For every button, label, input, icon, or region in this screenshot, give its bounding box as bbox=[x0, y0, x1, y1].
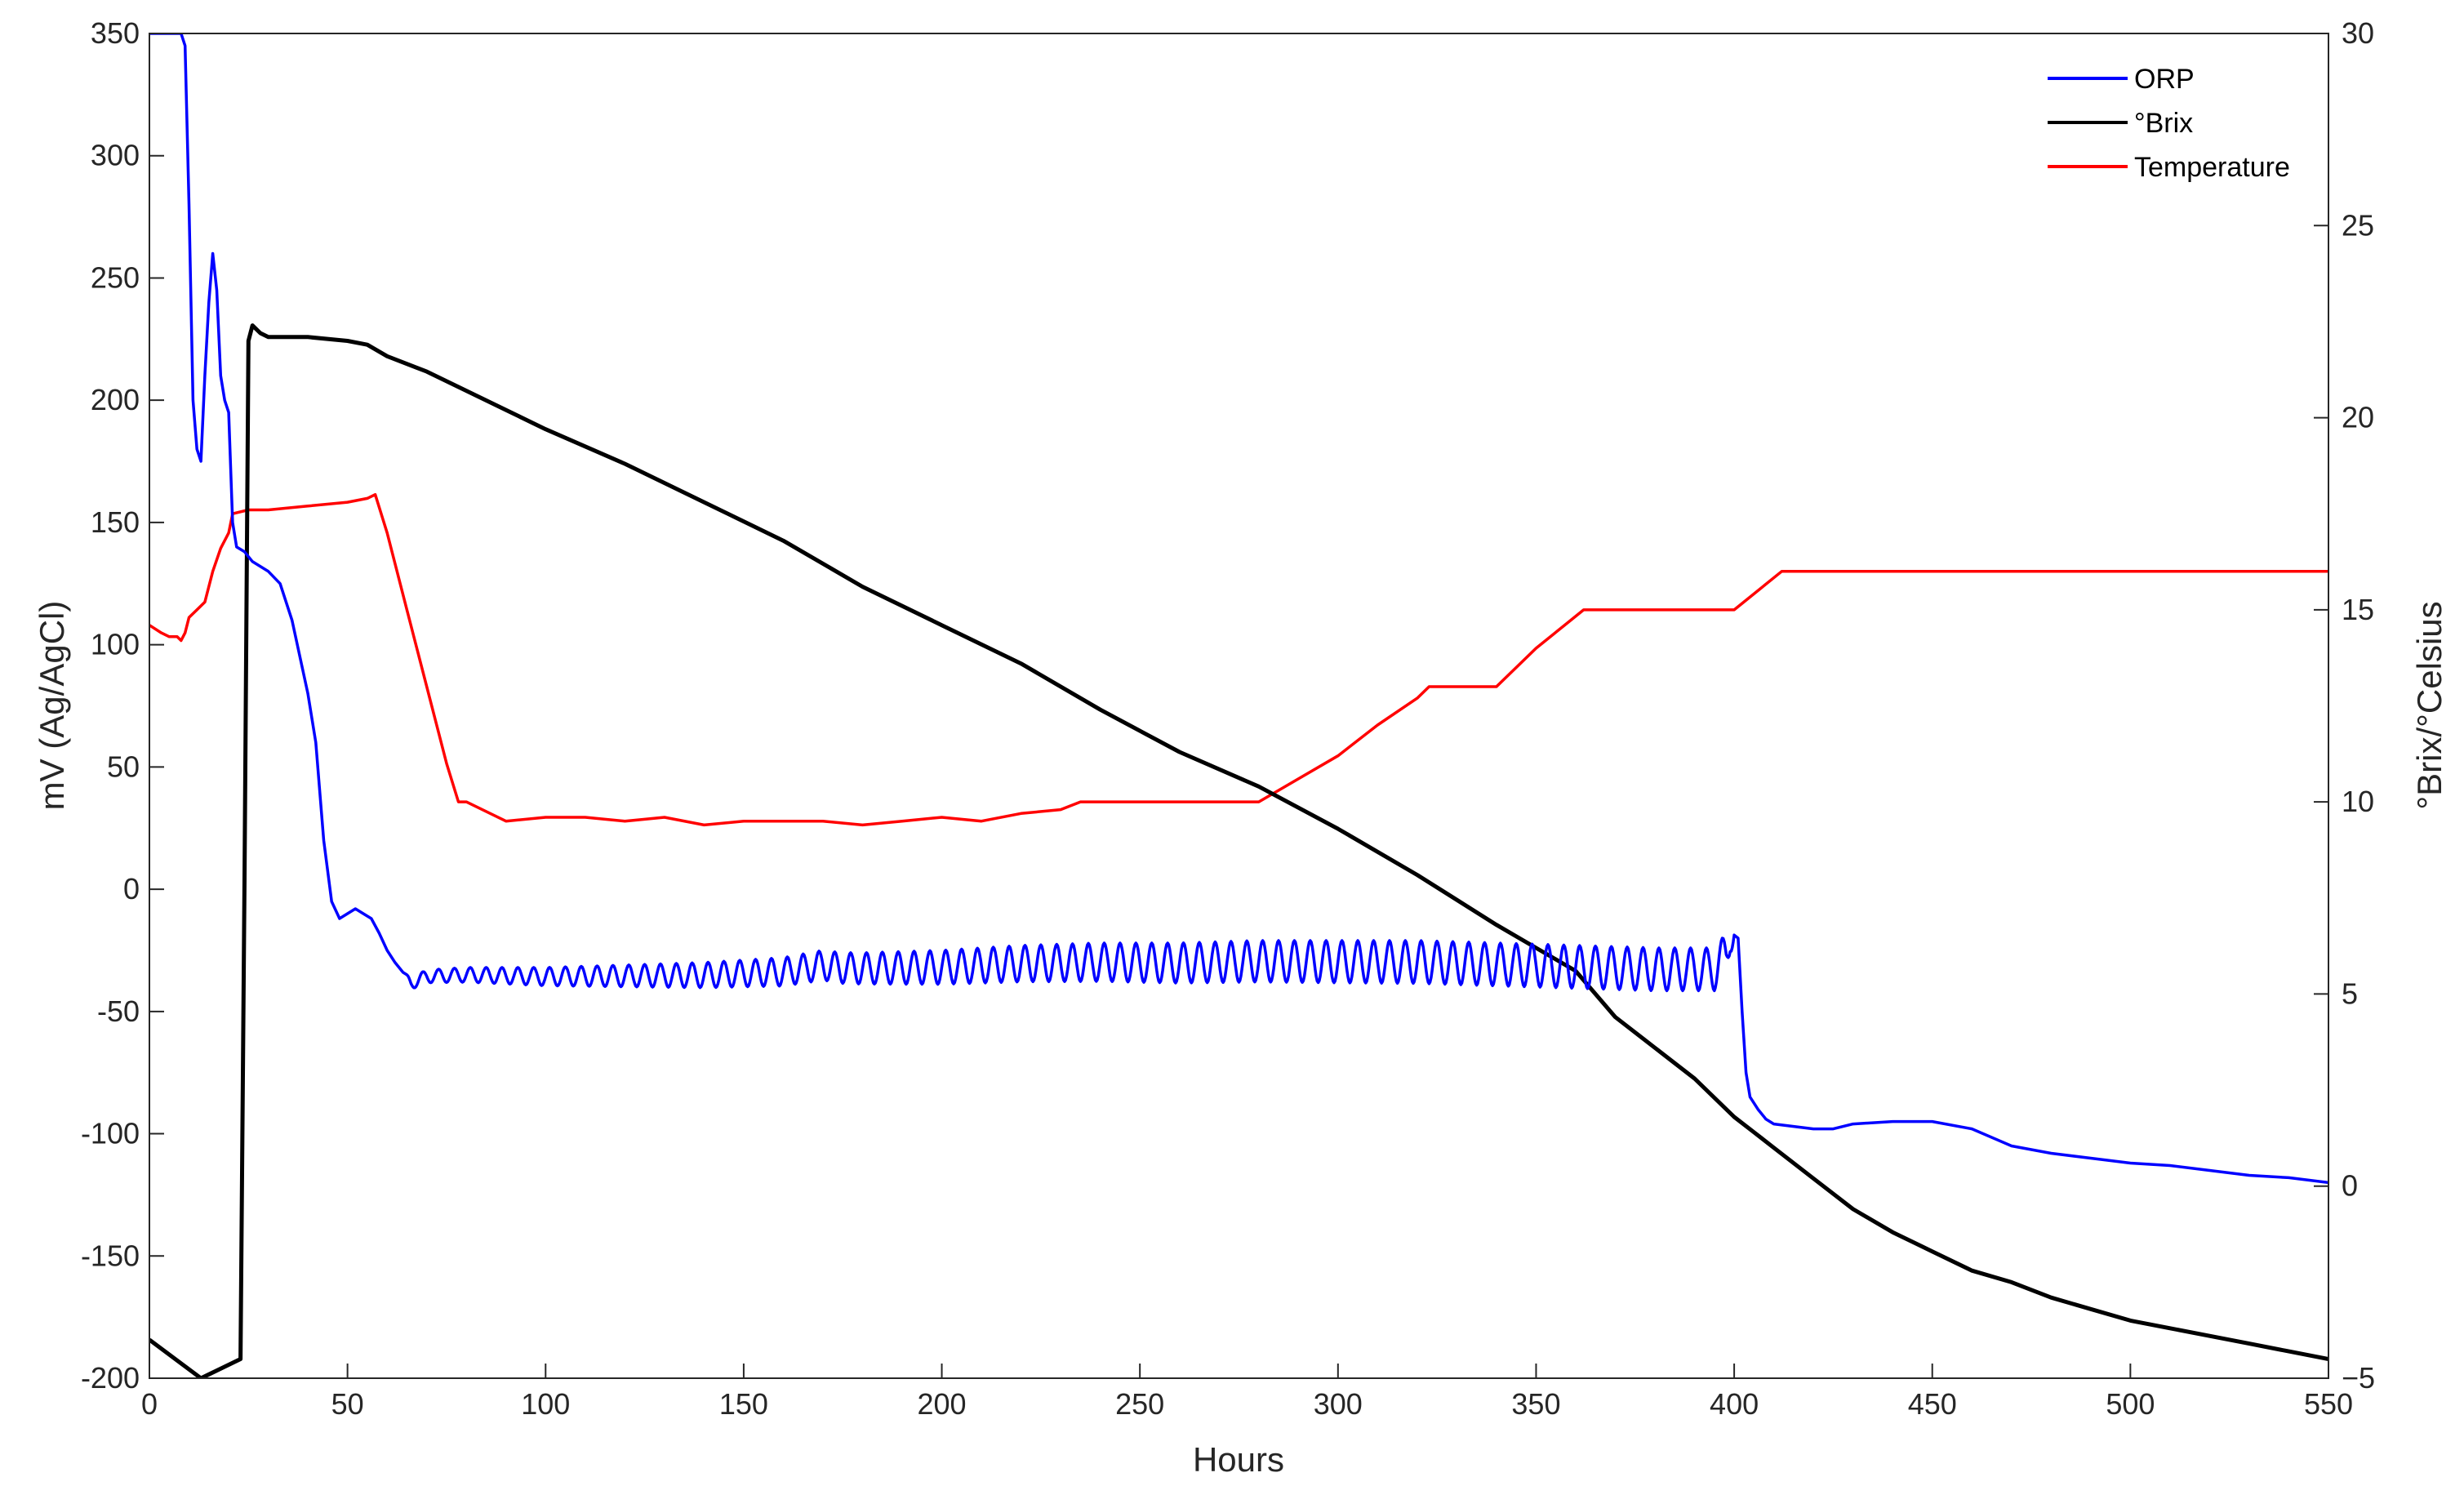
series-line-2 bbox=[149, 492, 2328, 827]
x-tick-label: 150 bbox=[719, 1387, 768, 1421]
y-left-tick-label: -100 bbox=[81, 1117, 140, 1150]
x-tick-label: 350 bbox=[1511, 1387, 1560, 1421]
y-left-tick-label: 350 bbox=[91, 16, 140, 50]
y-axis-right: −5 0 5 10 15 20 25 30 bbox=[2314, 16, 2375, 1395]
x-axis: 0 50 100 150 200 250 300 350 400 450 500 550 bbox=[141, 1364, 2353, 1421]
y-right-tick-label: 30 bbox=[2342, 16, 2374, 50]
y-right-tick-label: 15 bbox=[2342, 593, 2374, 626]
y-left-tick-label: -150 bbox=[81, 1239, 140, 1272]
legend-label: °Brix bbox=[2134, 108, 2193, 139]
y-left-tick-label: 200 bbox=[91, 383, 140, 416]
y-right-tick-label: 5 bbox=[2342, 977, 2358, 1010]
y-axis-left-label: mV (Ag/AgCl) bbox=[33, 601, 71, 811]
y-left-tick-label: 250 bbox=[91, 260, 140, 294]
x-tick-label: 250 bbox=[1115, 1387, 1164, 1421]
y-left-tick-label: 150 bbox=[91, 505, 140, 539]
x-tick-label: 550 bbox=[2304, 1387, 2353, 1421]
y-left-tick-label: 0 bbox=[123, 872, 140, 905]
legend: ORP °Brix Temperature bbox=[2048, 64, 2290, 183]
plot-frame bbox=[149, 33, 2329, 1379]
legend-label: Temperature bbox=[2134, 152, 2290, 183]
y-right-tick-label: 20 bbox=[2342, 401, 2374, 434]
y-left-tick-label: 50 bbox=[107, 750, 140, 783]
series-layer bbox=[149, 33, 2328, 1378]
y-left-tick-label: -200 bbox=[81, 1361, 140, 1395]
x-axis-label: Hours bbox=[1193, 1440, 1284, 1479]
y-right-tick-label: −5 bbox=[2342, 1361, 2375, 1395]
y-right-tick-label: 10 bbox=[2342, 785, 2374, 818]
y-left-tick-label: 100 bbox=[91, 628, 140, 661]
y-left-tick-label: -50 bbox=[97, 994, 140, 1028]
x-tick-label: 450 bbox=[1908, 1387, 1957, 1421]
x-tick-label: 200 bbox=[918, 1387, 967, 1421]
x-tick-label: 100 bbox=[521, 1387, 570, 1421]
legend-label: ORP bbox=[2134, 64, 2195, 95]
y-right-tick-label: 25 bbox=[2342, 208, 2374, 242]
x-tick-label: 400 bbox=[1710, 1387, 1759, 1421]
series-line-0 bbox=[149, 33, 2328, 1185]
y-left-tick-label: 300 bbox=[91, 139, 140, 172]
y-axis-left: -200 -150 -100 -50 0 50 100 150 200 250 300 350 bbox=[81, 16, 164, 1395]
x-tick-label: 500 bbox=[2106, 1387, 2155, 1421]
x-tick-label: 50 bbox=[331, 1387, 364, 1421]
x-tick-label: 300 bbox=[1314, 1387, 1363, 1421]
y-axis-right-label: °Brix/°Celsius bbox=[2410, 601, 2448, 809]
x-tick-label: 0 bbox=[141, 1387, 158, 1421]
y-right-tick-label: 0 bbox=[2342, 1169, 2358, 1203]
series-line-1 bbox=[149, 323, 2328, 1378]
